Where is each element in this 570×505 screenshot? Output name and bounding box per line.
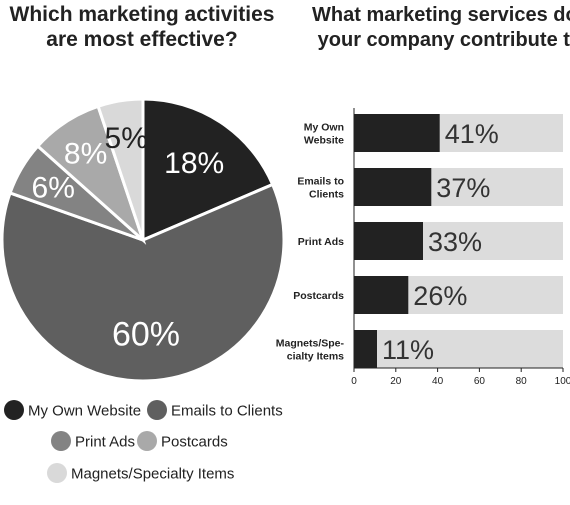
bar-value-label-my-own-website: 41%	[445, 119, 499, 149]
pie-slice-magnets-specialty-items	[96, 97, 145, 241]
bar-value-label-postcards: 26%	[413, 281, 467, 311]
bar-category-label-my-own-website: My Own	[304, 122, 344, 134]
bar-postcards	[354, 276, 409, 314]
bar-emails-to-clients	[354, 168, 432, 206]
legend-swatch-print-ads	[51, 431, 71, 451]
pie-chart: 18% 60% 6%8%5%	[0, 97, 286, 383]
pie-title-line-1: Which marketing activities	[10, 3, 275, 26]
legend-label-print-ads: Print Ads	[75, 434, 135, 451]
bar-category-label-my-own-website: Website	[304, 135, 344, 147]
pie-label-magnets-specialty-items: 5%	[105, 122, 148, 155]
bar-category-label-magnets-specialty-items: Magnets/Spe-	[276, 338, 345, 350]
legend-label-postcards: Postcards	[161, 434, 228, 451]
pie-slice-emails-to-clients	[0, 182, 286, 383]
legend-label-my-own-website: My Own Website	[28, 403, 141, 420]
bar-title-line-2: your company contribute to?	[318, 29, 570, 51]
bar-value-label-print-ads: 33%	[428, 227, 482, 257]
pie-title-line-2: are most effective?	[46, 28, 237, 51]
legend-swatch-my-own-website	[4, 400, 24, 420]
bar-track-magnets-specialty-items	[354, 330, 563, 368]
bar-category-label-print-ads: Print Ads	[298, 236, 344, 248]
bar-category-label-emails-to-clients: Clients	[309, 189, 344, 201]
x-tick-label-0: 0	[351, 376, 357, 387]
pie-label-print-ads: 6%	[32, 172, 75, 205]
pie-label-my-own-website: 18%	[164, 147, 224, 180]
bar-category-label-magnets-specialty-items: cialty Items	[287, 351, 344, 363]
x-tick-label-60: 60	[474, 376, 486, 387]
x-tick-label-40: 40	[432, 376, 444, 387]
x-tick-label-20: 20	[390, 376, 402, 387]
bar-category-label-emails-to-clients: Emails to	[297, 176, 344, 188]
legend-swatch-magnets-specialty-items	[47, 463, 67, 483]
legend-label-emails-to-clients: Emails to Clients	[171, 403, 283, 420]
bar-print-ads	[354, 222, 423, 260]
legend-swatch-emails-to-clients	[147, 400, 167, 420]
bar-my-own-website	[354, 114, 440, 152]
legend-swatch-postcards	[137, 431, 157, 451]
pie-label-emails-to-clients: 60%	[112, 315, 180, 353]
bar-title-line-1: What marketing services does	[312, 4, 570, 26]
legend-label-magnets-specialty-items: Magnets/Specialty Items	[71, 466, 234, 483]
bar-category-label-postcards: Postcards	[293, 290, 344, 302]
bar-value-label-magnets-specialty-items: 11%	[382, 335, 434, 365]
bar-value-label-emails-to-clients: 37%	[436, 173, 490, 203]
x-tick-label-80: 80	[516, 376, 528, 387]
pie-legend: My Own Website Emails to Clients Print Ads…	[4, 400, 283, 483]
pie-slice-my-own-website	[141, 97, 275, 243]
bar-magnets-specialty-items	[354, 330, 377, 368]
pie-label-postcards: 8%	[64, 138, 107, 171]
x-tick-label-100: 100	[555, 376, 570, 387]
